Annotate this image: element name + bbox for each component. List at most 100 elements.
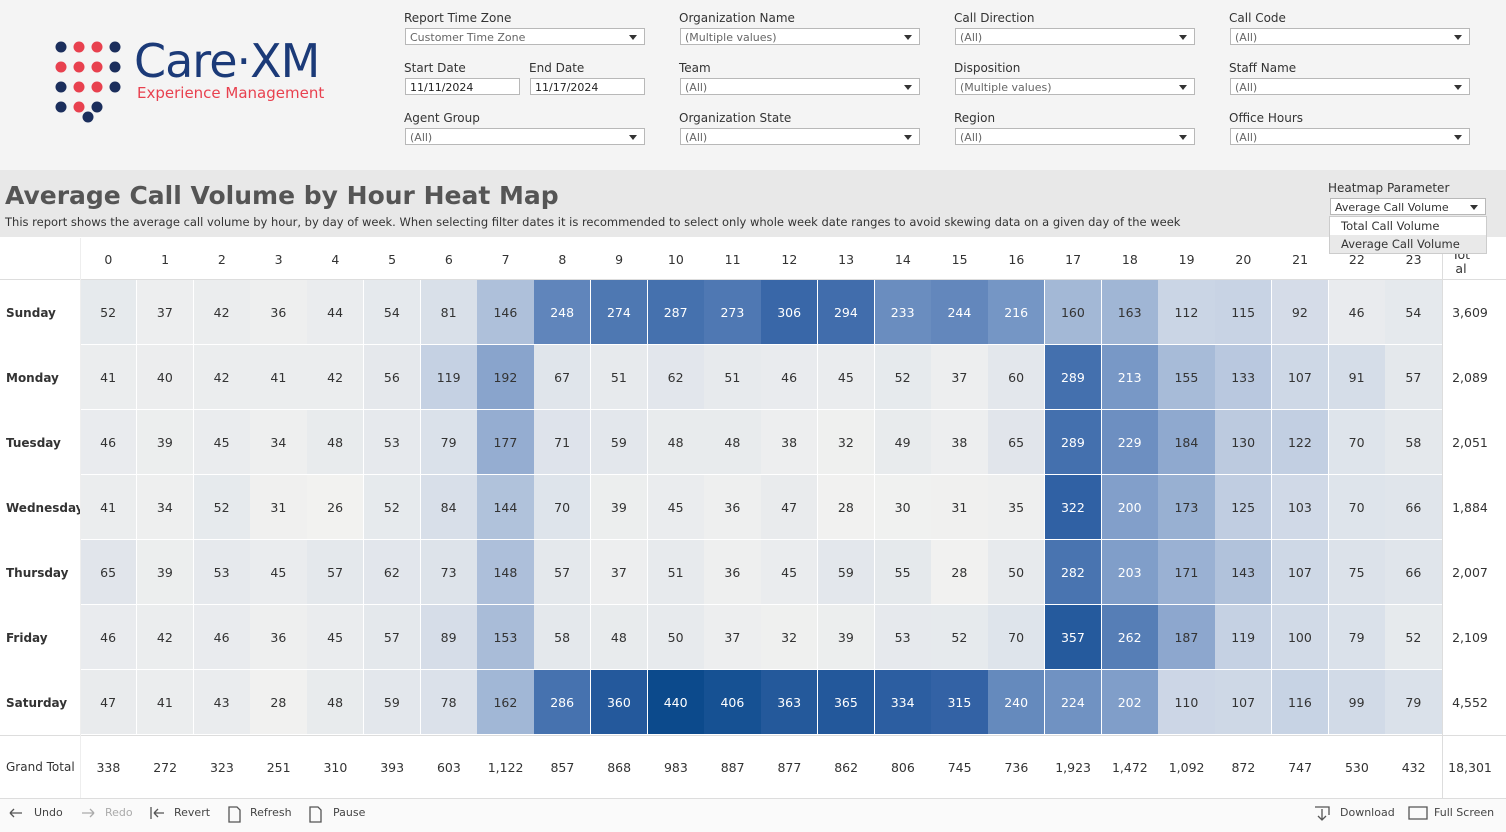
heat-cell: 34 — [136, 475, 194, 540]
cell-value: 57 — [327, 564, 344, 580]
column-header: 9 — [615, 251, 624, 267]
grand-total-value: 857 — [550, 759, 575, 775]
heat-cell: 99 — [1328, 670, 1386, 735]
logo-tagline: Experience Management — [137, 84, 325, 102]
cell-value: 46 — [1348, 304, 1365, 320]
cell-value: 57 — [1405, 369, 1422, 385]
date-input[interactable]: 11/17/2024 — [530, 78, 645, 95]
cell-value: 66 — [1405, 564, 1422, 580]
cell-value: 41 — [100, 369, 117, 385]
heat-cell: 57 — [307, 540, 365, 605]
cell-value: 58 — [554, 629, 571, 645]
cell-value: 115 — [1231, 304, 1256, 320]
cell-value: 52 — [1405, 629, 1422, 645]
heat-cell: 100 — [1271, 605, 1329, 670]
grand-total-value: 338 — [96, 759, 121, 775]
filter-dropdown[interactable]: (Multiple values) — [955, 78, 1195, 95]
date-input[interactable]: 11/11/2024 — [405, 78, 520, 95]
heat-cell: 107 — [1271, 345, 1329, 410]
heat-cell: 28 — [817, 475, 875, 540]
heat-cell: 79 — [1328, 605, 1386, 670]
title-band — [0, 170, 1506, 237]
row-label: Wednesday — [6, 500, 84, 515]
cell-value: 213 — [1117, 369, 1142, 385]
filter-dropdown[interactable]: Customer Time Zone — [405, 28, 645, 45]
cell-value: 43 — [213, 694, 230, 710]
cell-value: 48 — [724, 434, 741, 450]
heat-cell: 229 — [1101, 410, 1159, 475]
cell-value: 240 — [1004, 694, 1029, 710]
heat-cell: 153 — [477, 605, 535, 670]
column-header: 22 — [1348, 251, 1365, 267]
cell-value: 39 — [156, 564, 173, 580]
menu-option[interactable]: Average Call Volume — [1330, 235, 1486, 253]
cell-value: 54 — [1405, 304, 1422, 320]
cell-value: 107 — [1287, 369, 1312, 385]
filter-dropdown[interactable]: (All) — [680, 128, 920, 145]
toolbar-button[interactable]: Undo — [34, 806, 63, 819]
heat-cell: 160 — [1044, 280, 1102, 345]
toolbar-button[interactable]: Download — [1340, 806, 1395, 819]
cell-value: 62 — [383, 564, 400, 580]
toolbar-icons — [9, 806, 1428, 823]
filter-dropdown[interactable]: (All) — [1230, 78, 1470, 95]
heat-cell: 43 — [193, 670, 251, 735]
cell-value: 143 — [1231, 564, 1256, 580]
heat-cell: 73 — [420, 540, 478, 605]
cell-value: 44 — [327, 304, 344, 320]
cell-value: 65 — [100, 564, 117, 580]
cell-value: 53 — [894, 629, 911, 645]
toolbar-button[interactable]: Redo — [105, 806, 133, 819]
toolbar-button[interactable]: Refresh — [250, 806, 292, 819]
cell-value: 36 — [270, 304, 287, 320]
heat-cell: 34 — [250, 410, 308, 475]
filter-dropdown[interactable]: (All) — [405, 128, 645, 145]
cell-value: 84 — [440, 499, 457, 515]
grand-total-value: 736 — [1004, 759, 1029, 775]
filter-dropdown[interactable]: (Multiple values) — [680, 28, 920, 45]
filter-label: Organization State — [679, 111, 792, 125]
heat-cell: 60 — [988, 345, 1046, 410]
heat-cell: 66 — [1385, 540, 1443, 605]
cell-value: 162 — [493, 694, 518, 710]
cell-value: 79 — [1348, 629, 1365, 645]
heat-cell: 171 — [1158, 540, 1216, 605]
column-header: 14 — [894, 251, 911, 267]
heat-cell: 36 — [250, 605, 308, 670]
cell-value: 146 — [493, 304, 518, 320]
filter-dropdown[interactable]: (All) — [1230, 128, 1470, 145]
menu-option[interactable]: Total Call Volume — [1341, 219, 1440, 233]
cell-value: 54 — [383, 304, 400, 320]
toolbar-button[interactable]: Revert — [174, 806, 211, 819]
grand-total-value: 1,923 — [1055, 759, 1092, 775]
cell-value: 42 — [327, 369, 344, 385]
heat-cell: 36 — [704, 540, 762, 605]
heat-cell: 46 — [761, 345, 819, 410]
column-header: 17 — [1065, 251, 1082, 267]
filter-dropdown[interactable]: (All) — [955, 28, 1195, 45]
cell-value: 79 — [1405, 694, 1422, 710]
cell-value: 36 — [724, 499, 741, 515]
row-label: Saturday — [6, 695, 68, 710]
row-total: 2,051 — [1452, 435, 1488, 450]
filter-dropdown[interactable]: (All) — [680, 78, 920, 95]
row-label: Friday — [6, 630, 48, 645]
cell-value: 289 — [1060, 434, 1085, 450]
filter-dropdown[interactable]: (All) — [1230, 28, 1470, 45]
heat-cell: 244 — [931, 280, 989, 345]
heat-cell: 38 — [931, 410, 989, 475]
toolbar-button[interactable]: Pause — [333, 806, 366, 819]
heat-cell: 62 — [363, 540, 421, 605]
row-total: 4,552 — [1452, 695, 1488, 710]
heat-cell: 59 — [363, 670, 421, 735]
filter-dropdown[interactable]: (All) — [955, 128, 1195, 145]
toolbar-button[interactable]: Full Screen — [1434, 806, 1495, 819]
grand-total-value: 272 — [153, 759, 178, 775]
heat-cell: 46 — [193, 605, 251, 670]
cell-value: 51 — [610, 369, 627, 385]
rule — [0, 279, 1506, 280]
filter-label: Region — [954, 111, 996, 125]
parameter-dropdown[interactable]: Average Call Volume — [1330, 198, 1486, 215]
cell-value: 200 — [1117, 499, 1142, 515]
heat-cell: 213 — [1101, 345, 1159, 410]
